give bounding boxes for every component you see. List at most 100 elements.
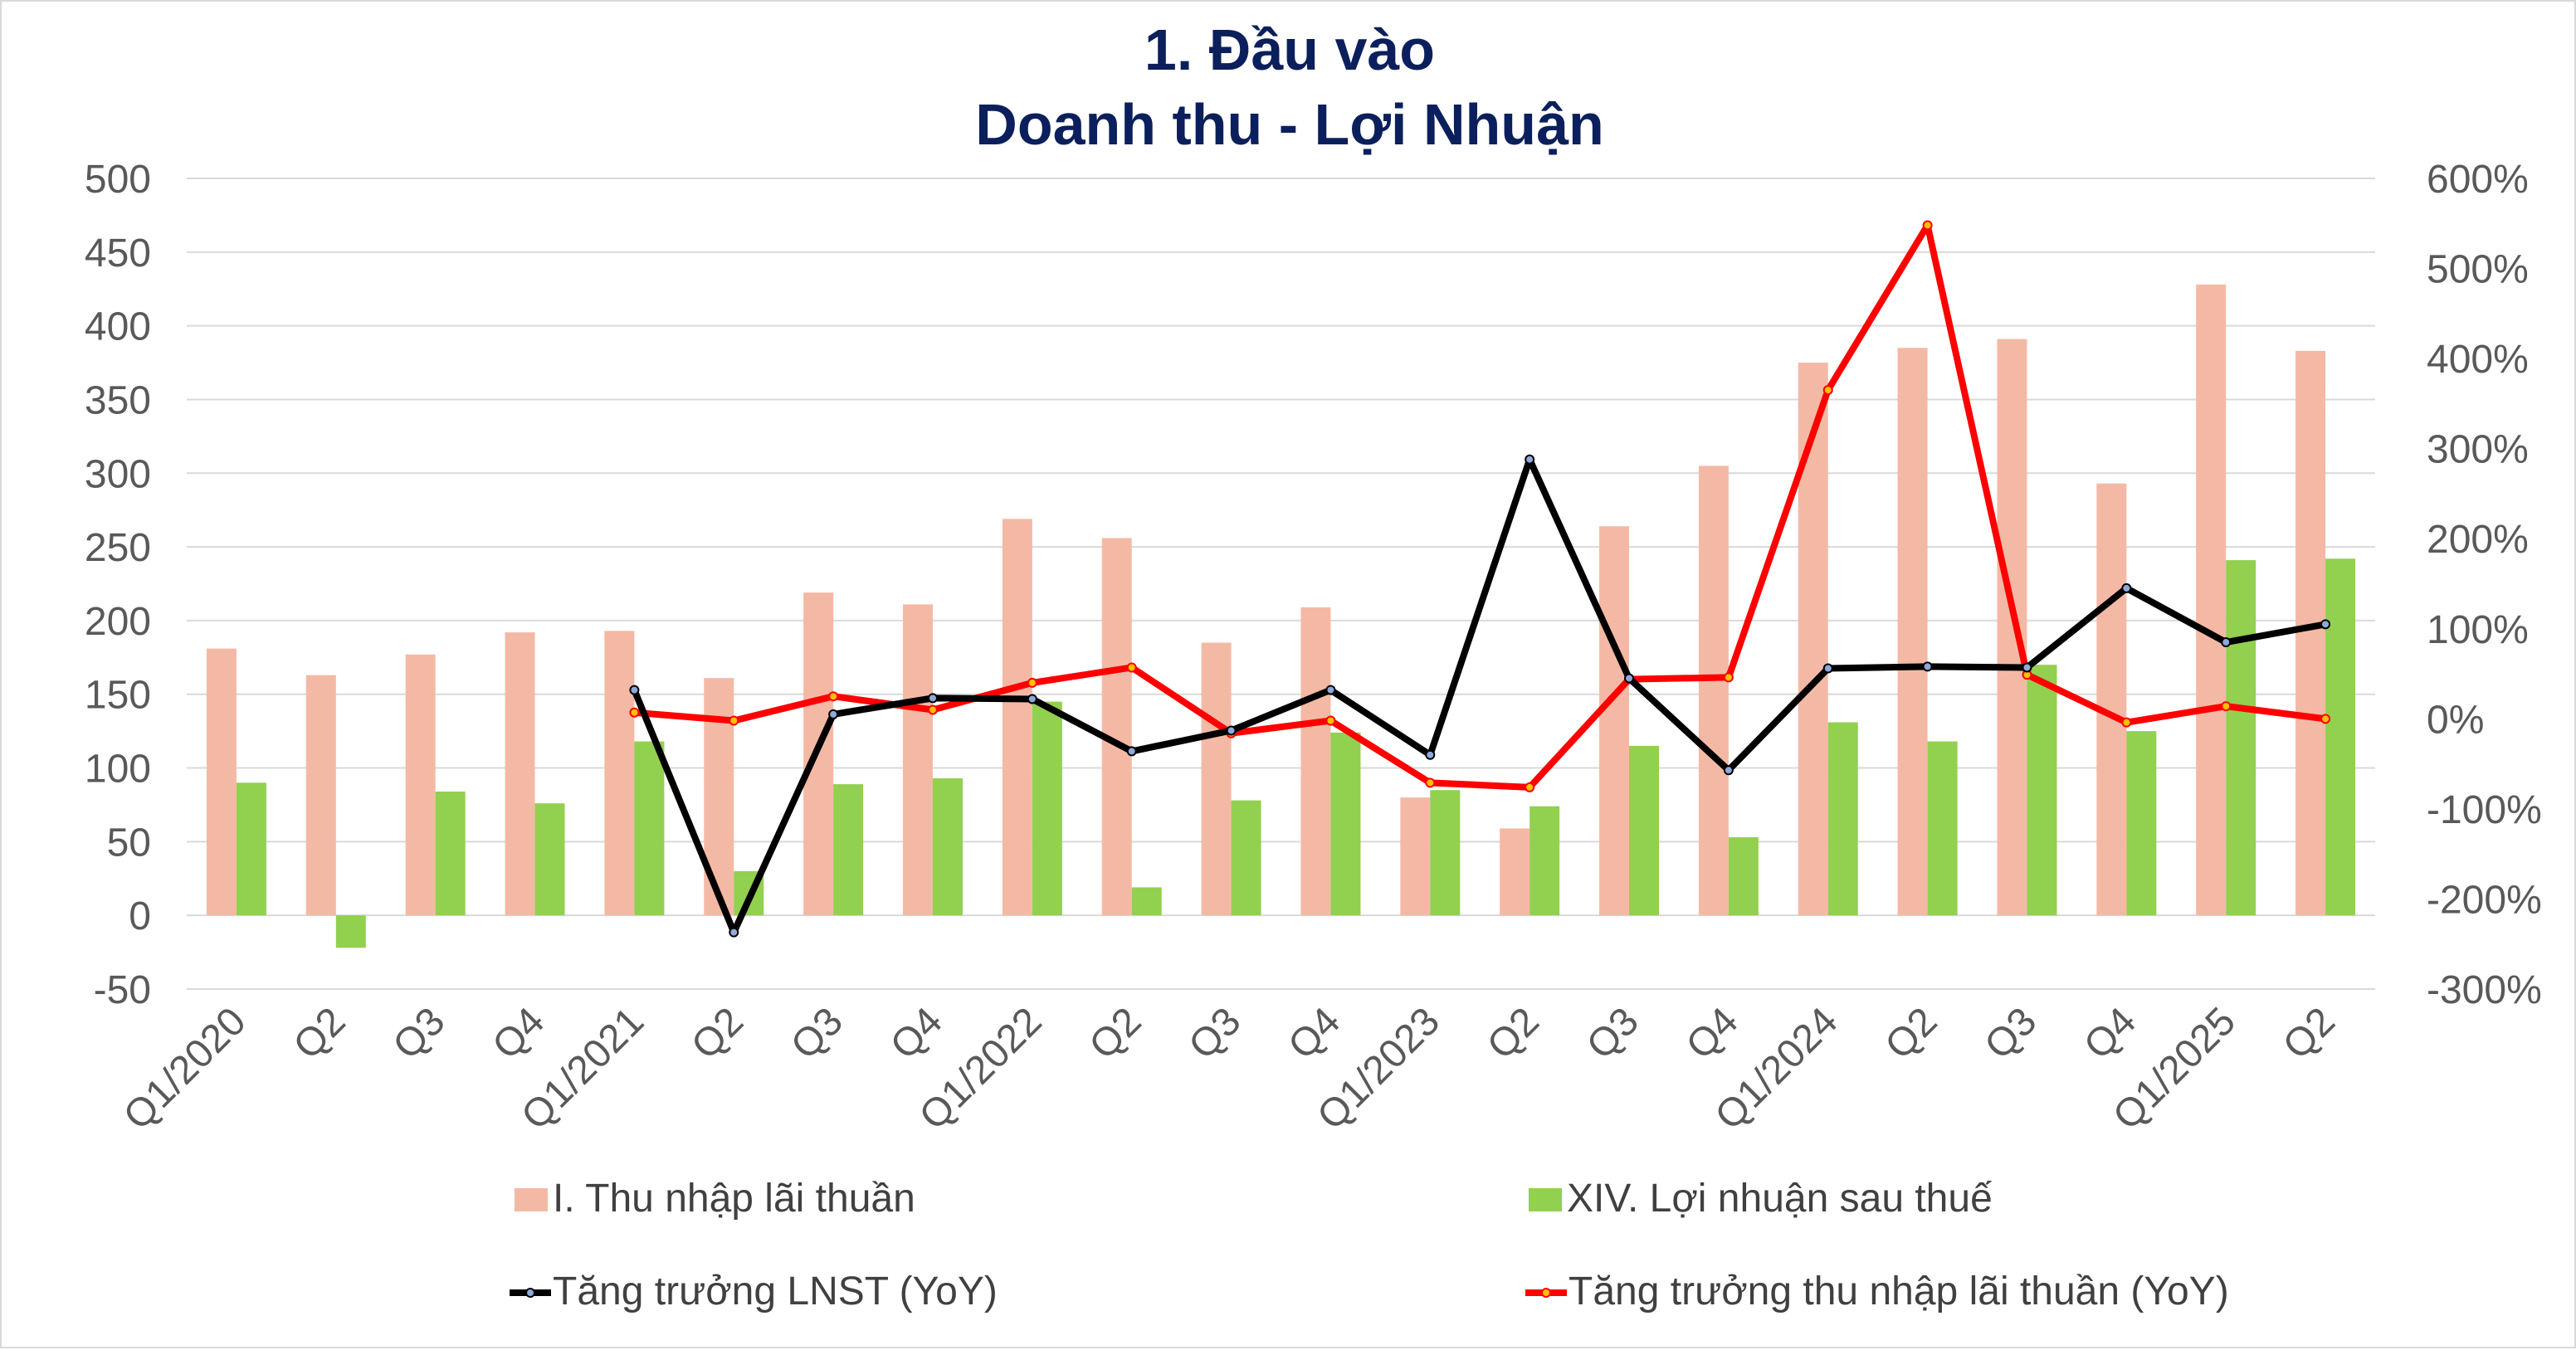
y-right-tick-label: 600% xyxy=(2427,158,2529,202)
line-tang-truong-lnst-point xyxy=(1822,663,1833,674)
bar-thu-nhap-lai-thuan xyxy=(1201,642,1232,916)
bar-loi-nhuan-sau-thue xyxy=(2325,558,2356,916)
x-tick-label: Q4 xyxy=(882,999,951,1068)
bar-loi-nhuan-sau-thue xyxy=(1231,800,1261,916)
line-tang-truong-thu-nhap-lai-thuan xyxy=(634,222,2326,791)
x-tick-label: Q2 xyxy=(1877,999,1946,1068)
y-right-tick-label: -300% xyxy=(2427,968,2542,1012)
x-tick-label: Q3 xyxy=(1578,999,1647,1068)
line-tang-truong-thu-nhap-lai-thuan-point xyxy=(2320,714,2331,724)
line-tang-truong-thu-nhap-lai-thuan-point xyxy=(1723,672,1734,683)
y-right-tick-label: 0% xyxy=(2427,698,2484,742)
bar-loi-nhuan-sau-thue xyxy=(534,803,565,916)
bar-loi-nhuan-sau-thue xyxy=(1131,887,1162,916)
legend-box-swatch xyxy=(515,1188,548,1211)
x-tick-label: Q2 xyxy=(2275,999,2344,1068)
line-tang-truong-thu-nhap-lai-thuan-point xyxy=(927,704,938,715)
y-left-tick-label: 250 xyxy=(85,526,151,570)
bar-thu-nhap-lai-thuan xyxy=(604,631,635,916)
x-tick-label: Q2 xyxy=(1479,999,1548,1068)
line-tang-truong-lnst-point xyxy=(1624,673,1635,684)
line-tang-truong-lnst-point xyxy=(1226,725,1237,736)
line-tang-truong-lnst-point xyxy=(1922,661,1933,672)
bar-thu-nhap-lai-thuan xyxy=(1400,797,1431,916)
x-tick-label: Q2 xyxy=(683,999,752,1068)
line-tang-truong-thu-nhap-lai-thuan-point xyxy=(2121,717,2132,728)
x-tick-label: Q3 xyxy=(1977,999,2046,1068)
y-left-tick-label: 50 xyxy=(107,821,151,865)
bar-thu-nhap-lai-thuan xyxy=(1300,607,1331,916)
line-tang-truong-thu-nhap-lai-thuan-point xyxy=(1126,662,1137,673)
line-tang-truong-thu-nhap-lai-thuan-point xyxy=(1922,220,1933,231)
line-tang-truong-lnst-point xyxy=(2121,582,2132,593)
bar-thu-nhap-lai-thuan xyxy=(1500,828,1530,916)
bar-loi-nhuan-sau-thue xyxy=(1530,806,1560,916)
legend-label: XIV. Lợi nhuận sau thuế xyxy=(1567,1177,1993,1221)
legend-line-marker xyxy=(1541,1288,1551,1298)
bar-loi-nhuan-sau-thue xyxy=(335,915,366,948)
bar-loi-nhuan-sau-thue xyxy=(1330,732,1361,916)
y-left-tick-label: 500 xyxy=(85,158,151,202)
bar-thu-nhap-lai-thuan xyxy=(505,632,535,916)
y-right-tick-label: 200% xyxy=(2427,518,2529,562)
y-right-tick-label: 300% xyxy=(2427,428,2529,472)
line-tang-truong-lnst-point xyxy=(2320,619,2331,630)
line-tang-truong-lnst-point xyxy=(927,693,938,704)
bar-thu-nhap-lai-thuan xyxy=(206,648,237,916)
bar-loi-nhuan-sau-thue xyxy=(1032,701,1062,916)
x-tick-label: Q2 xyxy=(285,999,354,1068)
x-tick-label: Q3 xyxy=(1181,999,1250,1068)
y-right-tick-label: 400% xyxy=(2427,338,2529,382)
x-tick-label: Q4 xyxy=(2076,999,2144,1068)
y-left-tick-label: 150 xyxy=(85,674,151,718)
y-left-tick-label: 300 xyxy=(85,452,151,496)
bar-loi-nhuan-sau-thue xyxy=(2126,731,2157,916)
line-tang-truong-thu-nhap-lai-thuan-point xyxy=(1525,782,1535,792)
line-tang-truong-lnst-point xyxy=(828,709,839,719)
y-left-tick-label: 450 xyxy=(85,231,151,275)
line-tang-truong-lnst xyxy=(631,456,2326,936)
x-tick-label: Q3 xyxy=(783,999,851,1068)
x-tick-label: Q4 xyxy=(485,999,554,1068)
bar-thu-nhap-lai-thuan xyxy=(1798,363,1828,916)
bar-thu-nhap-lai-thuan xyxy=(405,654,436,916)
y-left-tick-label: -50 xyxy=(94,968,151,1012)
y-left-tick-label: 200 xyxy=(85,600,151,644)
line-tang-truong-lnst-point xyxy=(629,685,640,695)
bar-loi-nhuan-sau-thue xyxy=(932,777,963,916)
bar-loi-nhuan-sau-thue xyxy=(1629,745,1660,916)
y-left-tick-label: 400 xyxy=(85,305,151,349)
line-tang-truong-thu-nhap-lai-thuan-point xyxy=(1325,715,1336,726)
legend-line-marker xyxy=(525,1288,535,1298)
bar-thu-nhap-lai-thuan xyxy=(2295,350,2326,916)
line-tang-truong-lnst-point xyxy=(1126,746,1137,757)
y-right-tick-label: -100% xyxy=(2427,788,2542,832)
bar-loi-nhuan-sau-thue xyxy=(1430,790,1461,916)
bar-thu-nhap-lai-thuan xyxy=(1002,519,1032,916)
bar-thu-nhap-lai-thuan xyxy=(1101,538,1132,916)
line-tang-truong-lnst-point xyxy=(729,927,739,938)
legend-label: I. Thu nhập lãi thuần xyxy=(553,1177,915,1221)
bar-loi-nhuan-sau-thue xyxy=(634,741,665,916)
legend-label: Tăng trưởng thu nhập lãi thuần (YoY) xyxy=(1569,1270,2229,1313)
y-right-tick-label: -200% xyxy=(2427,878,2542,922)
bar-loi-nhuan-sau-thue xyxy=(236,782,266,916)
bar-loi-nhuan-sau-thue xyxy=(2226,560,2256,916)
y-right-tick-label: 500% xyxy=(2427,248,2529,292)
bar-thu-nhap-lai-thuan xyxy=(1997,339,2027,916)
chart-title-line-1: 1. Đầu vào xyxy=(1144,17,1436,82)
legend-label: Tăng trưởng LNST (YoY) xyxy=(553,1270,998,1313)
legend-box-swatch xyxy=(1529,1188,1562,1211)
bar-thu-nhap-lai-thuan xyxy=(704,678,734,916)
bar-loi-nhuan-sau-thue xyxy=(833,784,864,916)
x-tick-label: Q3 xyxy=(385,999,454,1068)
bar-thu-nhap-lai-thuan xyxy=(305,675,336,916)
bar-loi-nhuan-sau-thue xyxy=(435,791,466,916)
line-tang-truong-lnst-point xyxy=(1425,749,1436,760)
line-tang-truong-lnst-point xyxy=(2221,637,2232,648)
line-tang-truong-thu-nhap-lai-thuan-point xyxy=(828,691,839,702)
line-tang-truong-lnst-point xyxy=(2022,662,2032,673)
bar-loi-nhuan-sau-thue xyxy=(1827,722,1858,916)
bar-thu-nhap-lai-thuan xyxy=(902,604,933,916)
